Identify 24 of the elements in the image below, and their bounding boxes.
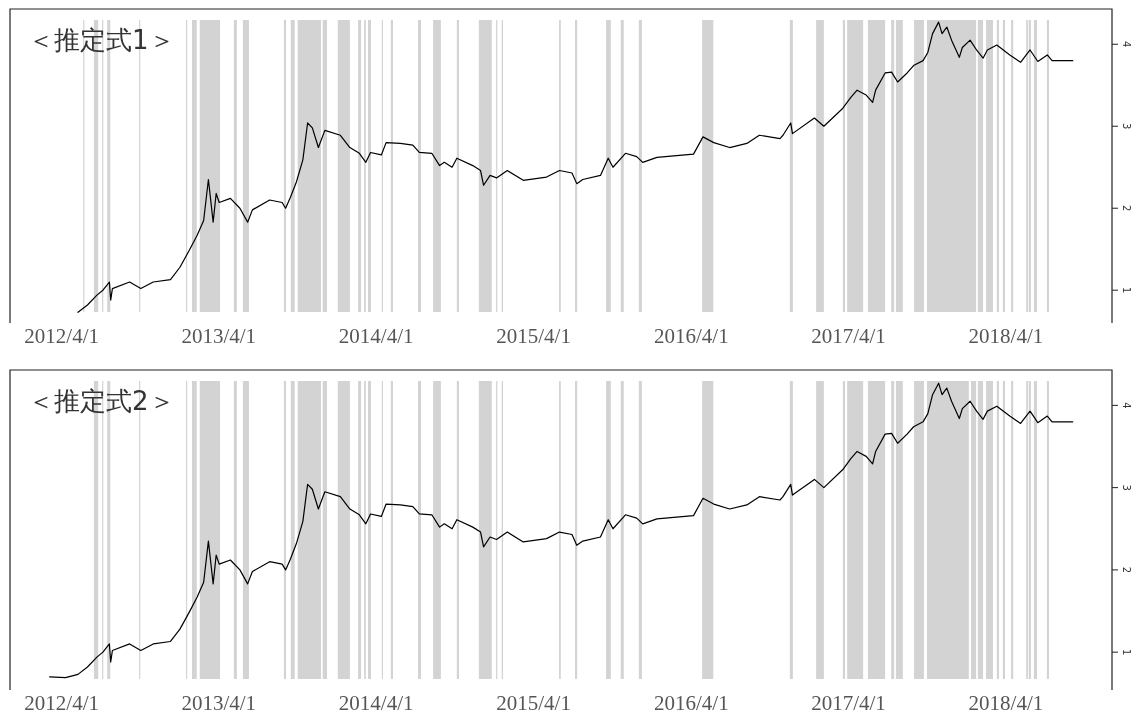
x-tick-label: 2018/4/1	[968, 691, 1044, 715]
x-tick-label: 2015/4/1	[496, 324, 571, 348]
text: ＜推定式2＞	[28, 386, 175, 416]
x-tick-label: 2014/4/1	[338, 691, 414, 715]
text: ＜推定式1＞	[28, 25, 175, 55]
x-tick-label: 2015/4/1	[496, 691, 571, 715]
y-tick-label: 4	[1120, 402, 1132, 409]
y-tick-label: 2	[1120, 566, 1132, 574]
y-tick-label: 4	[1120, 41, 1132, 48]
x-tick-label: 2012/4/1	[24, 691, 99, 715]
x-tick-label: 2017/4/1	[811, 691, 886, 715]
x-tick-label: 2017/4/1	[811, 324, 886, 348]
y-tick-label: 1	[1120, 287, 1132, 294]
x-tick-label: 2016/4/1	[654, 324, 729, 348]
x-tick-label: 2013/4/1	[181, 691, 257, 715]
x-tick-label: 2018/4/1	[968, 324, 1044, 348]
x-tick-label: 2013/4/1	[181, 324, 257, 348]
y-tick-label: 3	[1120, 123, 1132, 130]
x-tick-label: 2016/4/1	[654, 691, 729, 715]
x-tick-label: 2012/4/1	[24, 324, 99, 348]
y-tick-label: 3	[1120, 484, 1132, 491]
y-tick-label: 1	[1120, 648, 1132, 656]
x-tick-label: 2014/4/1	[338, 324, 414, 348]
y-tick-label: 2	[1120, 205, 1132, 212]
